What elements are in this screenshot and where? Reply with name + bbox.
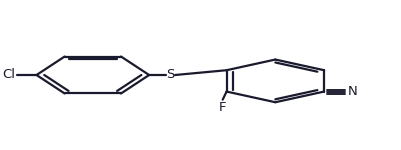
Text: F: F [219, 101, 227, 114]
Text: Cl: Cl [2, 69, 15, 81]
Text: N: N [347, 85, 357, 98]
Text: S: S [166, 69, 175, 81]
